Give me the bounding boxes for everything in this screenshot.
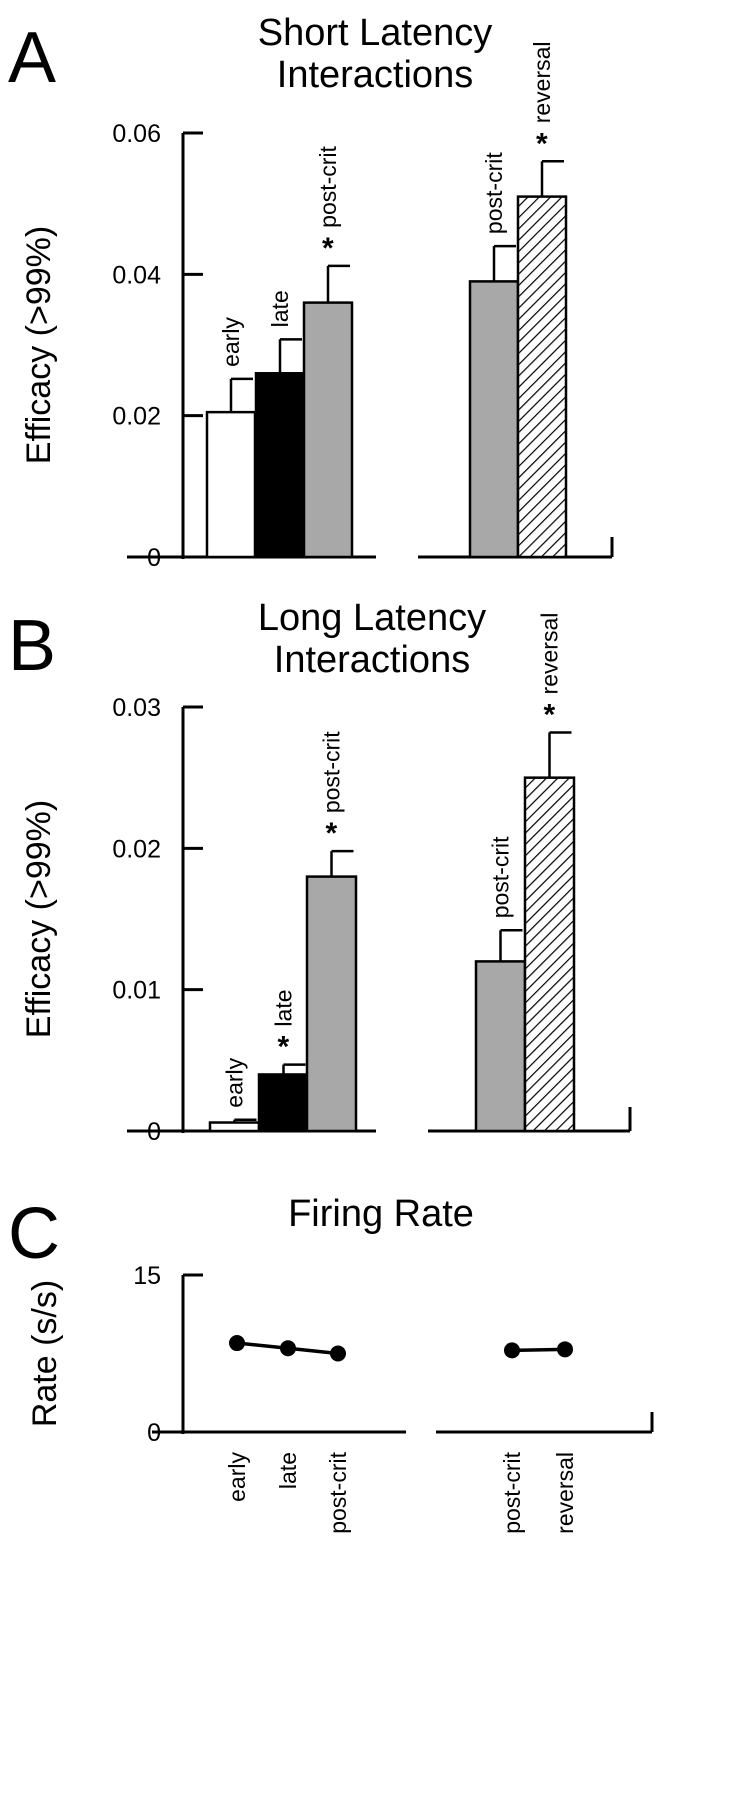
panel-b-bar-label: early xyxy=(222,1057,248,1107)
panel-a-title-line: Interactions xyxy=(277,54,473,96)
panel-b-bar-label: reversal xyxy=(537,613,563,695)
panel-c-x-category-label: early xyxy=(224,1452,250,1502)
panel-b-bar-label: post-crit xyxy=(319,731,345,813)
panel-b-letter: B xyxy=(8,606,56,686)
panel-b-bar-late xyxy=(257,1073,310,1133)
panel-b-tick-label: 0.03 xyxy=(112,694,161,722)
panel-a-bar-label: late xyxy=(267,290,293,327)
panel-b-significance-marker: * xyxy=(278,1031,290,1064)
panel-a-bar-early xyxy=(205,410,257,559)
panel-a-tick-label: 0.04 xyxy=(112,261,161,289)
panel-c-tick-label: 0 xyxy=(147,1419,161,1447)
panel-c-title: Firing Rate xyxy=(288,1193,474,1235)
panel-b-bar-label: post-crit xyxy=(488,836,514,918)
panel-c-point-late xyxy=(280,1340,296,1357)
panel-c-x-category-label: reversal xyxy=(552,1452,578,1534)
panel-a-tick-label: 0 xyxy=(147,544,161,572)
panel-a-bar-late xyxy=(254,372,306,559)
panel-c-series-line xyxy=(511,1347,566,1353)
panel-c-point-post-crit xyxy=(330,1345,346,1362)
panel-a-letter: A xyxy=(8,18,56,98)
panel-c-point-reversal xyxy=(557,1341,573,1358)
panel-b-bar-post-crit xyxy=(305,875,358,1133)
panel-b-tick-label: 0 xyxy=(147,1118,161,1146)
panel-a-tick-label: 0.06 xyxy=(112,120,161,148)
panel-a-bar-post-crit xyxy=(302,301,354,559)
panel-a-y-axis-label: Efficacy (>99%) xyxy=(20,226,58,464)
panel-a-significance-marker: * xyxy=(322,232,334,265)
panel-c-y-axis-label: Rate (s/s) xyxy=(26,1280,64,1427)
panel-b-bar-early xyxy=(208,1121,261,1133)
panel-b-y-axis-label: Efficacy (>99%) xyxy=(20,800,58,1038)
panel-c-x-category-label: late xyxy=(275,1452,301,1489)
panel-b-significance-marker: * xyxy=(544,698,556,731)
panel-b-tick-label: 0.01 xyxy=(112,977,161,1005)
panel-b-title-line: Interactions xyxy=(274,639,470,681)
panel-b-bar-post-crit xyxy=(474,960,527,1133)
panel-a-bar-label: post-crit xyxy=(481,152,507,234)
panel-b-significance-marker: * xyxy=(326,817,338,850)
panel-c-point-post-crit xyxy=(504,1342,520,1359)
panel-c-x-category-label: post-crit xyxy=(499,1451,525,1533)
panel-a-bar-post-crit xyxy=(468,280,520,559)
panel-a-significance-marker: * xyxy=(536,127,548,160)
panel-b-tick-label: 0.02 xyxy=(112,835,161,863)
panel-c-tick-label: 15 xyxy=(133,1262,161,1290)
panel-a-bar-label: early xyxy=(218,317,244,367)
panel-c-point-early xyxy=(229,1335,245,1352)
panel-a-tick-label: 0.02 xyxy=(112,403,161,431)
panel-a-bar-label: reversal xyxy=(529,41,555,123)
panel-a-bar-reversal xyxy=(516,195,568,559)
panel-a-title-line: Short Latency xyxy=(258,12,492,54)
panel-b-bar-reversal xyxy=(523,776,576,1133)
panel-b-title-line: Long Latency xyxy=(258,597,486,639)
panel-c-letter: C xyxy=(8,1194,60,1274)
panel-c-x-category-label: post-crit xyxy=(325,1451,351,1533)
panel-b-bar-label: late xyxy=(271,989,297,1026)
panel-a-bar-label: post-crit xyxy=(315,145,341,227)
